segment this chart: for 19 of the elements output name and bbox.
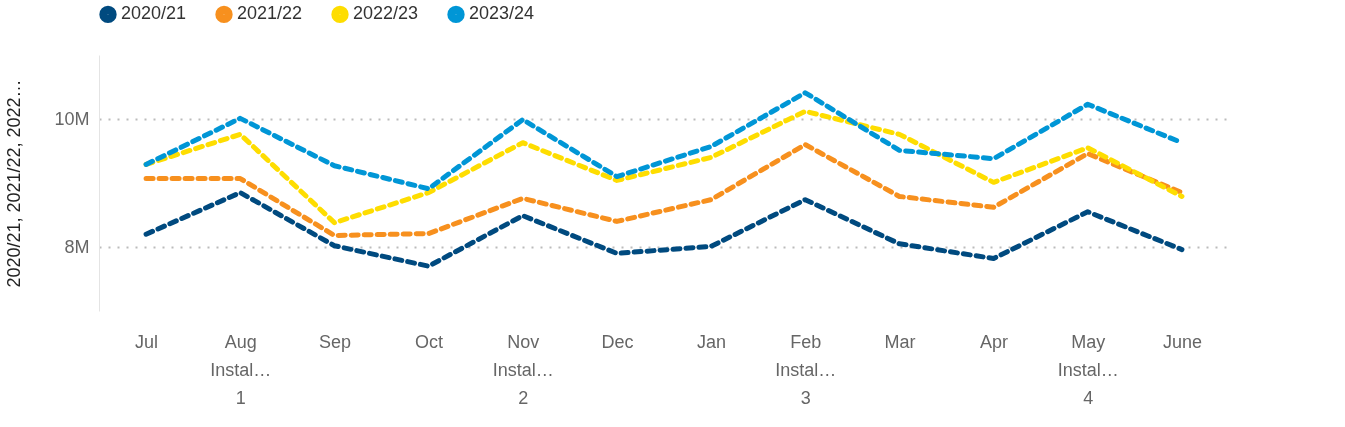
- legend-label: 2021/22: [237, 3, 303, 24]
- x-tick-label: June: [1162, 331, 1202, 352]
- x-tick-label: Mar: [884, 331, 916, 352]
- x-tick-label: Jul: [135, 331, 159, 352]
- y-tick-label: 8M: [64, 236, 90, 257]
- x-tick-label: Oct: [415, 331, 444, 352]
- x-tick-label: Feb Instal… 3: [775, 331, 837, 408]
- y-tick-label: 10M: [54, 108, 90, 129]
- x-tick-label: Aug Instal… 1: [210, 331, 272, 408]
- legend-label: 2020/21: [121, 3, 187, 24]
- legend-label: 2022/23: [353, 3, 419, 24]
- x-tick-label: Nov Instal… 2: [492, 331, 554, 408]
- x-tick-label: Dec: [601, 331, 634, 352]
- legend-label: 2023/24: [469, 3, 535, 24]
- x-tick-label: Apr: [980, 331, 1009, 352]
- x-tick-label: May Instal… 4: [1057, 331, 1119, 408]
- x-tick-label: Jan: [697, 331, 727, 352]
- x-tick-label: Sep: [318, 331, 351, 352]
- y-axis-title: 2020/21, 2021/22, 2022…: [4, 79, 25, 288]
